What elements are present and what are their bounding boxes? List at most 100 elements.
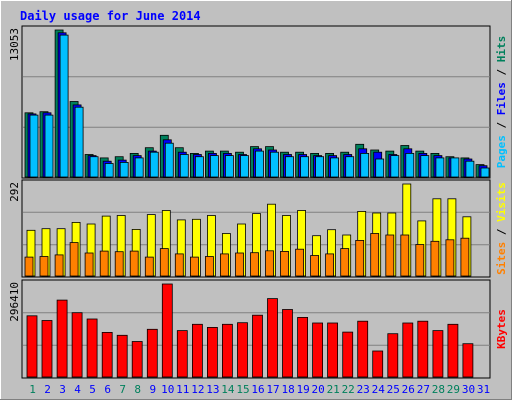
x-tick-label-day-14: 14 — [221, 383, 235, 396]
bar-pages-day-2 — [44, 114, 54, 178]
bar-kbytes-day-18 — [282, 309, 293, 378]
bar-kbytes-day-8 — [131, 341, 143, 378]
bar-kbytes-day-16 — [252, 314, 263, 378]
bar-kbytes-day-14 — [221, 323, 233, 378]
panel-right-label: Sites / Visits — [495, 182, 508, 275]
bar-sites-day-28 — [430, 240, 440, 277]
bar-pages-day-9 — [149, 151, 159, 178]
bar-sites-day-20 — [310, 255, 320, 277]
x-tick-label-day-18: 18 — [281, 383, 294, 396]
bar-sites-day-14 — [219, 253, 229, 277]
x-tick-label-day-13: 13 — [206, 383, 219, 396]
bar-kbytes-day-9 — [146, 328, 158, 378]
bar-sites-day-24 — [370, 233, 380, 277]
x-tick-label-day-27: 27 — [417, 383, 430, 396]
bar-kbytes-day-19 — [297, 316, 309, 378]
bar-pages-day-24 — [375, 158, 385, 178]
x-tick-label-day-5: 5 — [89, 383, 96, 396]
bar-pages-day-22 — [345, 156, 355, 178]
bar-kbytes-day-23 — [357, 320, 369, 378]
chart-title: Daily usage for June 2014 — [20, 9, 201, 23]
bar-pages-day-19 — [300, 156, 310, 178]
chart-panels: 13053 Pages / Files / Hits 292 Sites / Visi… — [8, 25, 508, 379]
bar-pages-day-12 — [194, 156, 204, 178]
bar-pages-day-16 — [255, 150, 264, 178]
x-tick-label-day-1: 1 — [29, 383, 36, 396]
bar-sites-day-19 — [295, 248, 305, 277]
x-tick-label-day-12: 12 — [191, 383, 204, 396]
bar-kbytes-day-6 — [101, 331, 113, 378]
bar-kbytes-day-12 — [191, 323, 203, 378]
panel-hits-files-pages: 13053 Pages / Files / Hits — [8, 25, 508, 179]
bar-sites-day-25 — [385, 234, 395, 277]
bar-sites-day-29 — [445, 239, 455, 277]
bar-pages-day-26 — [405, 152, 415, 178]
x-tick-label-day-31: 31 — [477, 383, 490, 396]
right-label-part: / — [495, 222, 508, 242]
bar-pages-day-11 — [179, 154, 189, 178]
bar-pages-day-27 — [420, 155, 430, 178]
bar-pages-day-15 — [240, 155, 249, 178]
bar-pages-day-17 — [270, 151, 279, 178]
x-tick-label-day-22: 22 — [342, 383, 355, 396]
bar-sites-day-22 — [340, 248, 350, 277]
x-tick-label-day-17: 17 — [266, 383, 279, 396]
right-label-part: Hits — [495, 36, 508, 63]
bar-sites-day-7 — [114, 251, 124, 277]
bar-kbytes-day-7 — [116, 334, 128, 378]
x-axis-labels: 1 2 3 4 5 6 7 8 9 10 11 12 13 14 15 16 17 18 19 20 21 22 23 24 2… — [29, 383, 490, 396]
bar-kbytes-day-28 — [432, 330, 444, 378]
bar-sites-day-11 — [174, 253, 184, 277]
y-max-label: 13053 — [8, 28, 21, 61]
bar-sites-day-16 — [250, 252, 259, 277]
bar-pages-day-4 — [74, 106, 84, 178]
x-tick-label-day-9: 9 — [149, 383, 156, 396]
x-tick-label-day-3: 3 — [59, 383, 66, 396]
bar-kbytes-day-22 — [342, 331, 354, 378]
right-label-part: Sites — [495, 242, 508, 275]
bar-kbytes-day-4 — [71, 312, 83, 378]
right-label-part: KBytes — [495, 309, 508, 349]
y-max-label: 292 — [8, 182, 21, 202]
panel-border — [21, 25, 491, 179]
bar-sites-day-17 — [265, 250, 274, 277]
x-tick-label-day-24: 24 — [372, 383, 386, 396]
bar-sites-day-18 — [280, 250, 289, 277]
x-tick-label-day-28: 28 — [432, 383, 445, 396]
bar-pages-day-10 — [164, 142, 174, 178]
bar-pages-day-20 — [315, 156, 325, 178]
bar-pages-day-14 — [224, 155, 234, 178]
bar-kbytes-day-15 — [237, 322, 248, 378]
bar-sites-day-12 — [189, 256, 199, 277]
right-label-part: / — [495, 62, 508, 82]
x-tick-label-day-16: 16 — [251, 383, 264, 396]
bar-pages-day-8 — [134, 157, 144, 178]
bar-pages-day-18 — [285, 156, 294, 178]
bar-sites-day-21 — [325, 253, 335, 277]
x-tick-label-day-11: 11 — [176, 383, 189, 396]
bar-pages-day-6 — [104, 163, 114, 178]
bar-sites-day-13 — [204, 256, 214, 277]
x-tick-label-day-29: 29 — [447, 383, 460, 396]
bar-kbytes-day-26 — [402, 322, 414, 378]
bar-sites-day-8 — [129, 250, 139, 277]
x-tick-label-day-10: 10 — [161, 383, 174, 396]
bar-sites-day-1 — [24, 256, 34, 277]
panel-right-label: Pages / Files / Hits — [495, 36, 508, 169]
bar-pages-day-7 — [119, 161, 129, 178]
bar-pages-day-13 — [209, 155, 219, 178]
bar-sites-day-30 — [460, 237, 470, 277]
bar-pages-day-21 — [330, 157, 340, 178]
bar-kbytes-day-27 — [417, 320, 429, 378]
bar-sites-day-10 — [159, 248, 169, 277]
bar-pages-day-29 — [450, 157, 460, 178]
x-tick-label-day-26: 26 — [402, 383, 415, 396]
bar-pages-day-1 — [29, 114, 39, 178]
panel-border — [21, 179, 491, 278]
bar-kbytes-day-2 — [41, 320, 53, 378]
x-tick-label-day-23: 23 — [357, 383, 370, 396]
bar-pages-day-28 — [435, 157, 445, 178]
x-tick-label-day-25: 25 — [387, 383, 400, 396]
bar-pages-day-5 — [89, 156, 99, 178]
